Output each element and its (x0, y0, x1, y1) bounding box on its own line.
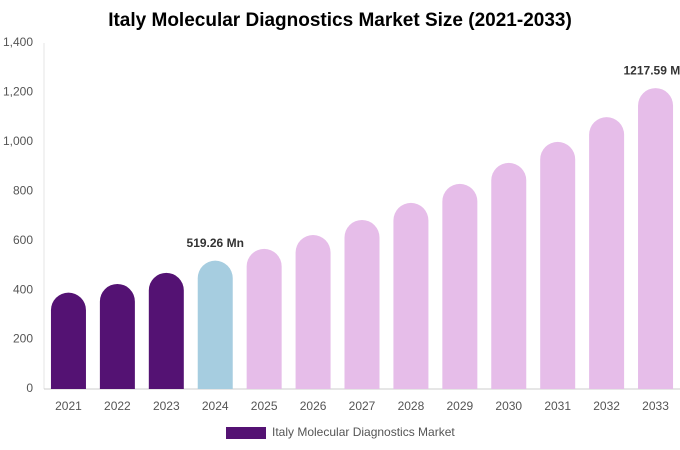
x-tick-label: 2025 (251, 399, 278, 413)
x-tick-label: 2031 (544, 399, 571, 413)
y-tick-label: 200 (13, 332, 33, 346)
x-tick-label: 2030 (495, 399, 522, 413)
x-tick-label: 2024 (202, 399, 229, 413)
bar (148, 272, 184, 389)
y-tick-label: 0 (26, 381, 33, 395)
legend-label: Italy Molecular Diagnostics Market (272, 425, 455, 439)
bar (491, 162, 527, 389)
x-tick-label: 2023 (153, 399, 180, 413)
x-tick-label: 2021 (55, 399, 82, 413)
y-tick-label: 400 (13, 282, 33, 296)
bar (246, 248, 282, 389)
bar (442, 183, 478, 389)
x-tick-label: 2029 (446, 399, 473, 413)
x-tick-label: 2032 (593, 399, 620, 413)
y-tick-label: 1,200 (3, 85, 33, 99)
bar (589, 117, 625, 389)
y-tick-label: 800 (13, 183, 33, 197)
bar (393, 202, 429, 389)
x-tick-label: 2033 (642, 399, 669, 413)
bar (50, 292, 86, 389)
value-label: 519.26 Mn (187, 236, 244, 250)
bar (295, 235, 331, 389)
y-tick-label: 600 (13, 233, 33, 247)
bar (99, 283, 135, 389)
value-label: 1217.59 Mn (624, 63, 680, 77)
y-tick-label: 1,400 (3, 35, 33, 49)
legend-swatch (226, 427, 266, 439)
bar (197, 260, 233, 389)
y-tick-label: 1,000 (3, 134, 33, 148)
bar (540, 141, 576, 389)
chart-title: Italy Molecular Diagnostics Market Size … (108, 10, 572, 31)
x-tick-label: 2022 (104, 399, 131, 413)
bar (638, 88, 674, 389)
x-tick-label: 2026 (300, 399, 327, 413)
x-tick-label: 2027 (349, 399, 376, 413)
bar (344, 219, 380, 389)
x-tick-label: 2028 (398, 399, 425, 413)
